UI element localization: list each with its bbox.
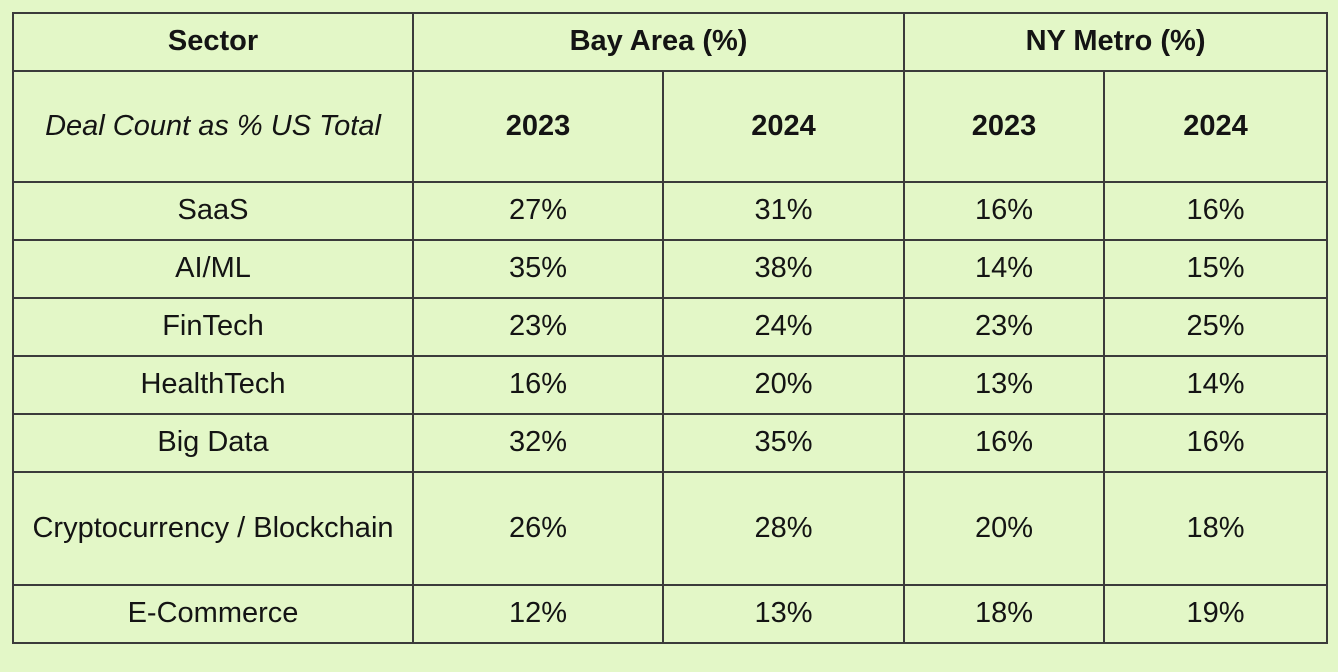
column-header-bay-2023: 2023 (412, 70, 664, 183)
value-cell: 20% (903, 471, 1106, 586)
value-cell: 16% (903, 181, 1106, 241)
value-cell: 16% (903, 413, 1106, 473)
value-cell: 32% (412, 413, 664, 473)
value-cell: 38% (661, 239, 906, 299)
value-cell: 27% (412, 181, 664, 241)
value-cell: 19% (1103, 584, 1329, 644)
value-cell: 16% (1103, 413, 1329, 473)
value-cell: 12% (412, 584, 664, 644)
value-cell: 31% (661, 181, 906, 241)
value-cell: 23% (903, 297, 1106, 357)
table-group-header-row: Sector Bay Area (%) NY Metro (%) (12, 12, 1329, 72)
sector-label: HealthTech (12, 355, 414, 415)
value-cell: 15% (1103, 239, 1329, 299)
column-header-sector: Sector (12, 12, 414, 72)
sector-label: AI/ML (12, 239, 414, 299)
value-cell: 23% (412, 297, 664, 357)
table-subtitle: Deal Count as % US Total (12, 70, 414, 183)
sector-label: FinTech (12, 297, 414, 357)
value-cell: 26% (412, 471, 664, 586)
table-year-header-row: Deal Count as % US Total 2023 2024 2023 … (12, 70, 1329, 183)
column-group-bay-area: Bay Area (%) (411, 12, 906, 72)
value-cell: 13% (661, 584, 906, 644)
table-row-saas: SaaS 27% 31% 16% 16% (12, 181, 1329, 241)
value-cell: 24% (661, 297, 906, 357)
value-cell: 18% (903, 584, 1106, 644)
table-row-big-data: Big Data 32% 35% 16% 16% (12, 413, 1329, 473)
sector-label: SaaS (12, 181, 414, 241)
value-cell: 16% (1103, 181, 1329, 241)
value-cell: 14% (1103, 355, 1329, 415)
value-cell: 25% (1103, 297, 1329, 357)
value-cell: 13% (903, 355, 1106, 415)
value-cell: 28% (661, 471, 906, 586)
value-cell: 18% (1103, 471, 1329, 586)
column-header-bay-2024: 2024 (661, 70, 906, 183)
table-row-ai-ml: AI/ML 35% 38% 14% 15% (12, 239, 1329, 299)
sector-label: E-Commerce (12, 584, 414, 644)
sector-label: Cryptocurrency / Blockchain (12, 471, 414, 586)
sector-label: Big Data (12, 413, 414, 473)
table-row-e-commerce: E-Commerce 12% 13% 18% 19% (12, 584, 1329, 644)
table-row-cryptocurrency-blockchain: Cryptocurrency / Blockchain 26% 28% 20% … (12, 471, 1329, 586)
deal-count-table: Sector Bay Area (%) NY Metro (%) Deal Co… (12, 12, 1329, 644)
value-cell: 35% (661, 413, 906, 473)
value-cell: 16% (412, 355, 664, 415)
value-cell: 14% (903, 239, 1106, 299)
column-header-ny-2023: 2023 (903, 70, 1106, 183)
table-row-healthtech: HealthTech 16% 20% 13% 14% (12, 355, 1329, 415)
table-row-fintech: FinTech 23% 24% 23% 25% (12, 297, 1329, 357)
value-cell: 35% (412, 239, 664, 299)
column-header-ny-2024: 2024 (1103, 70, 1329, 183)
value-cell: 20% (661, 355, 906, 415)
column-group-ny-metro: NY Metro (%) (903, 12, 1329, 72)
